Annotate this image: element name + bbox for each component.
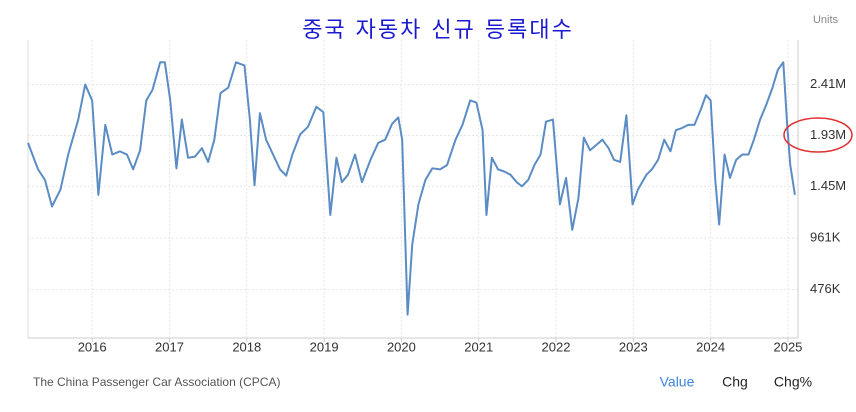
x-tick-label: 2024 [696, 339, 725, 354]
x-tick-label: 2018 [232, 339, 261, 354]
chg-button[interactable]: Chg [722, 374, 748, 390]
x-tick-label: 2025 [773, 339, 802, 354]
y-tick-label: 1.93M [810, 127, 846, 142]
x-tick-label: 2022 [542, 339, 571, 354]
chg-pct-button[interactable]: Chg% [774, 374, 812, 390]
x-tick-label: 2017 [155, 339, 184, 354]
x-tick-label: 2016 [78, 339, 107, 354]
y-tick-label: 2.41M [810, 76, 846, 91]
highlight-ellipse [783, 117, 853, 153]
y-tick-label: 1.45M [810, 178, 846, 193]
units-label: Units [813, 14, 839, 26]
x-tick-label: 2023 [619, 339, 648, 354]
y-tick-label: 476K [810, 281, 841, 296]
y-tick-label: 961K [810, 230, 841, 245]
data-line [27, 61, 796, 316]
x-tick-label: 2019 [310, 339, 339, 354]
chart-title: 중국 자동차 신규 등록대수 [302, 18, 574, 43]
source: The China Passenger Car Association (CPC… [33, 375, 280, 389]
x-tick-label: 2020 [387, 339, 416, 354]
x-tick-label: 2021 [464, 339, 493, 354]
value-button[interactable]: Value [660, 374, 695, 390]
